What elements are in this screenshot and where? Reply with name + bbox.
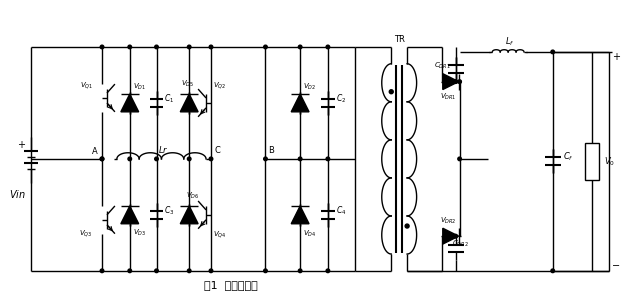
Circle shape xyxy=(458,157,462,161)
Text: $C_{DR1}$: $C_{DR1}$ xyxy=(434,61,450,71)
Circle shape xyxy=(405,224,409,228)
Text: +: + xyxy=(612,52,620,62)
Circle shape xyxy=(100,269,104,273)
Circle shape xyxy=(454,80,457,83)
Text: $V_{Q2}$: $V_{Q2}$ xyxy=(213,81,226,91)
Text: $Vin$: $Vin$ xyxy=(9,188,26,200)
Circle shape xyxy=(326,157,330,161)
Text: C: C xyxy=(215,146,221,156)
Circle shape xyxy=(551,269,555,273)
Polygon shape xyxy=(291,94,309,112)
Text: $V_{Q4}$: $V_{Q4}$ xyxy=(213,229,226,240)
Circle shape xyxy=(100,45,104,49)
Circle shape xyxy=(298,45,302,49)
Polygon shape xyxy=(181,206,198,224)
Circle shape xyxy=(264,45,267,49)
Text: $L_f$: $L_f$ xyxy=(505,36,515,48)
Circle shape xyxy=(187,157,191,161)
Circle shape xyxy=(326,45,330,49)
Text: $V_{D2}$: $V_{D2}$ xyxy=(303,82,316,92)
Circle shape xyxy=(128,45,131,49)
Circle shape xyxy=(389,90,393,94)
Circle shape xyxy=(551,50,555,54)
Text: $V_0$: $V_0$ xyxy=(604,155,615,168)
Polygon shape xyxy=(291,206,309,224)
Text: $C_1$: $C_1$ xyxy=(164,93,175,105)
Circle shape xyxy=(100,157,104,161)
Bar xyxy=(586,143,599,180)
Circle shape xyxy=(209,45,213,49)
Circle shape xyxy=(326,269,330,273)
Circle shape xyxy=(155,45,159,49)
Circle shape xyxy=(187,45,191,49)
Text: $V_{D1}$: $V_{D1}$ xyxy=(133,82,146,92)
Text: $V_{Q3}$: $V_{Q3}$ xyxy=(79,228,93,239)
Polygon shape xyxy=(443,74,459,90)
Polygon shape xyxy=(443,228,459,244)
Text: 图1  主电路拓扑: 图1 主电路拓扑 xyxy=(204,280,258,290)
Text: $V_{DR1}$: $V_{DR1}$ xyxy=(440,91,457,102)
Circle shape xyxy=(298,157,302,161)
Circle shape xyxy=(209,269,213,273)
Text: $Lr$: $Lr$ xyxy=(158,144,169,156)
Text: $C_4$: $C_4$ xyxy=(336,205,346,217)
Circle shape xyxy=(128,269,131,273)
Circle shape xyxy=(298,269,302,273)
Circle shape xyxy=(155,269,159,273)
Text: $C_f$: $C_f$ xyxy=(562,150,573,163)
Circle shape xyxy=(264,269,267,273)
Text: $C_{DR2}$: $C_{DR2}$ xyxy=(452,238,469,249)
Circle shape xyxy=(155,157,159,161)
Circle shape xyxy=(209,157,213,161)
Text: $V_{DR2}$: $V_{DR2}$ xyxy=(440,216,457,226)
Circle shape xyxy=(187,269,191,273)
Text: $V_{D5}$: $V_{D5}$ xyxy=(181,79,194,89)
Text: A: A xyxy=(92,148,98,156)
Text: TR: TR xyxy=(394,34,404,44)
Polygon shape xyxy=(121,206,138,224)
Circle shape xyxy=(454,234,457,238)
Circle shape xyxy=(458,80,462,83)
Text: $V_{D3}$: $V_{D3}$ xyxy=(133,228,146,238)
Circle shape xyxy=(100,157,104,161)
Text: $V_{D4}$: $V_{D4}$ xyxy=(303,228,316,239)
Text: $C_3$: $C_3$ xyxy=(164,205,175,217)
Text: $V_{D6}$: $V_{D6}$ xyxy=(186,191,199,201)
Text: B: B xyxy=(269,146,274,156)
Text: $C_2$: $C_2$ xyxy=(336,93,346,105)
Polygon shape xyxy=(121,94,138,112)
Circle shape xyxy=(264,157,267,161)
Text: $V_{Q1}$: $V_{Q1}$ xyxy=(79,81,93,91)
Text: +: + xyxy=(17,140,25,150)
Circle shape xyxy=(128,157,131,161)
Text: −: − xyxy=(612,261,620,271)
Polygon shape xyxy=(181,94,198,112)
